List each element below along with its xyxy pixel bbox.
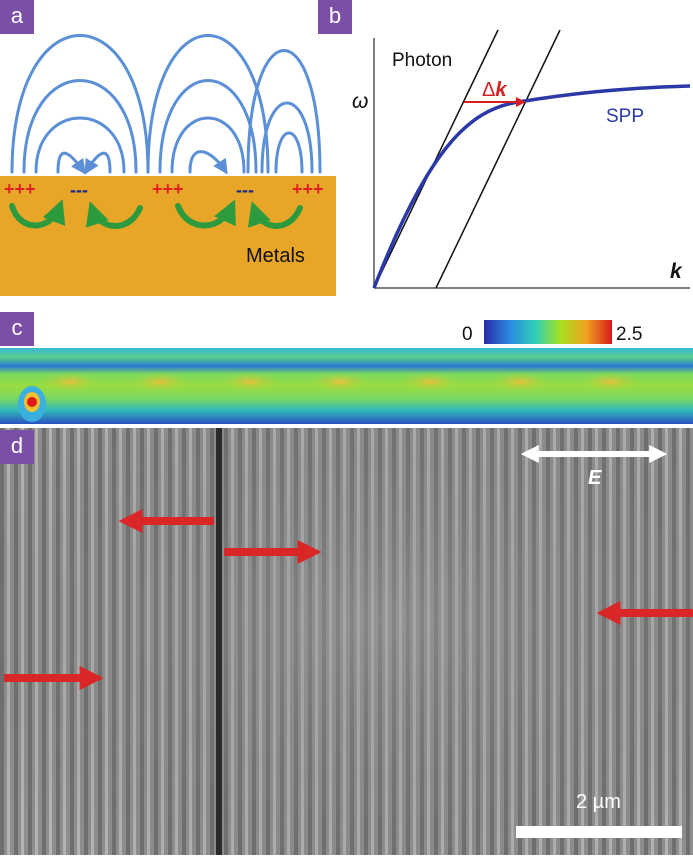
slit bbox=[216, 428, 222, 855]
y-axis-label: ω bbox=[352, 90, 368, 113]
scale-bar-label: 2 µm bbox=[576, 791, 621, 813]
blob-overlay bbox=[0, 428, 693, 855]
dispersion-plot: Photon Δk SPP ω k bbox=[352, 29, 691, 289]
field-lines bbox=[10, 34, 322, 175]
metal-slab bbox=[0, 176, 336, 296]
field-maxima bbox=[40, 372, 640, 392]
panel-c: 0 2.5 c bbox=[0, 300, 693, 424]
spp-field-schematic: +++ --- +++ --- +++ Metals bbox=[0, 34, 336, 296]
panel-label-c: c bbox=[0, 312, 34, 346]
delta-k-label: Δk bbox=[482, 79, 507, 101]
metals-label: Metals bbox=[246, 245, 305, 267]
photon-label: Photon bbox=[392, 50, 452, 71]
plus-charge-3: +++ bbox=[292, 179, 324, 199]
colorbar bbox=[484, 320, 612, 344]
x-axis-label: k bbox=[670, 260, 683, 283]
microscopy-image: E 2 µm bbox=[0, 428, 693, 855]
minus-charge-2: --- bbox=[236, 180, 254, 200]
panel-label-d: d bbox=[0, 430, 34, 464]
colorbar-min-label: 0 bbox=[462, 324, 473, 345]
panel-label-b: b bbox=[318, 0, 352, 34]
panel-b: Photon Δk SPP ω k b bbox=[318, 0, 693, 296]
panel-label-a: a bbox=[0, 0, 34, 34]
panel-a: +++ --- +++ --- +++ Metals a bbox=[0, 0, 336, 296]
colorbar-max-label: 2.5 bbox=[616, 324, 642, 345]
charge-flow-arrows bbox=[9, 199, 303, 229]
plus-charge-2: +++ bbox=[152, 179, 184, 199]
plus-charge-1: +++ bbox=[4, 179, 36, 199]
scale-bar bbox=[516, 826, 682, 838]
e-field-label: E bbox=[588, 467, 602, 489]
panel-d: E 2 µm d bbox=[0, 428, 693, 855]
source-spot bbox=[18, 386, 46, 422]
spp-label: SPP bbox=[606, 106, 644, 127]
minus-charge-1: --- bbox=[70, 180, 88, 200]
shifted-light-line bbox=[435, 29, 561, 289]
field-intensity-map: 0 2.5 bbox=[0, 320, 693, 424]
